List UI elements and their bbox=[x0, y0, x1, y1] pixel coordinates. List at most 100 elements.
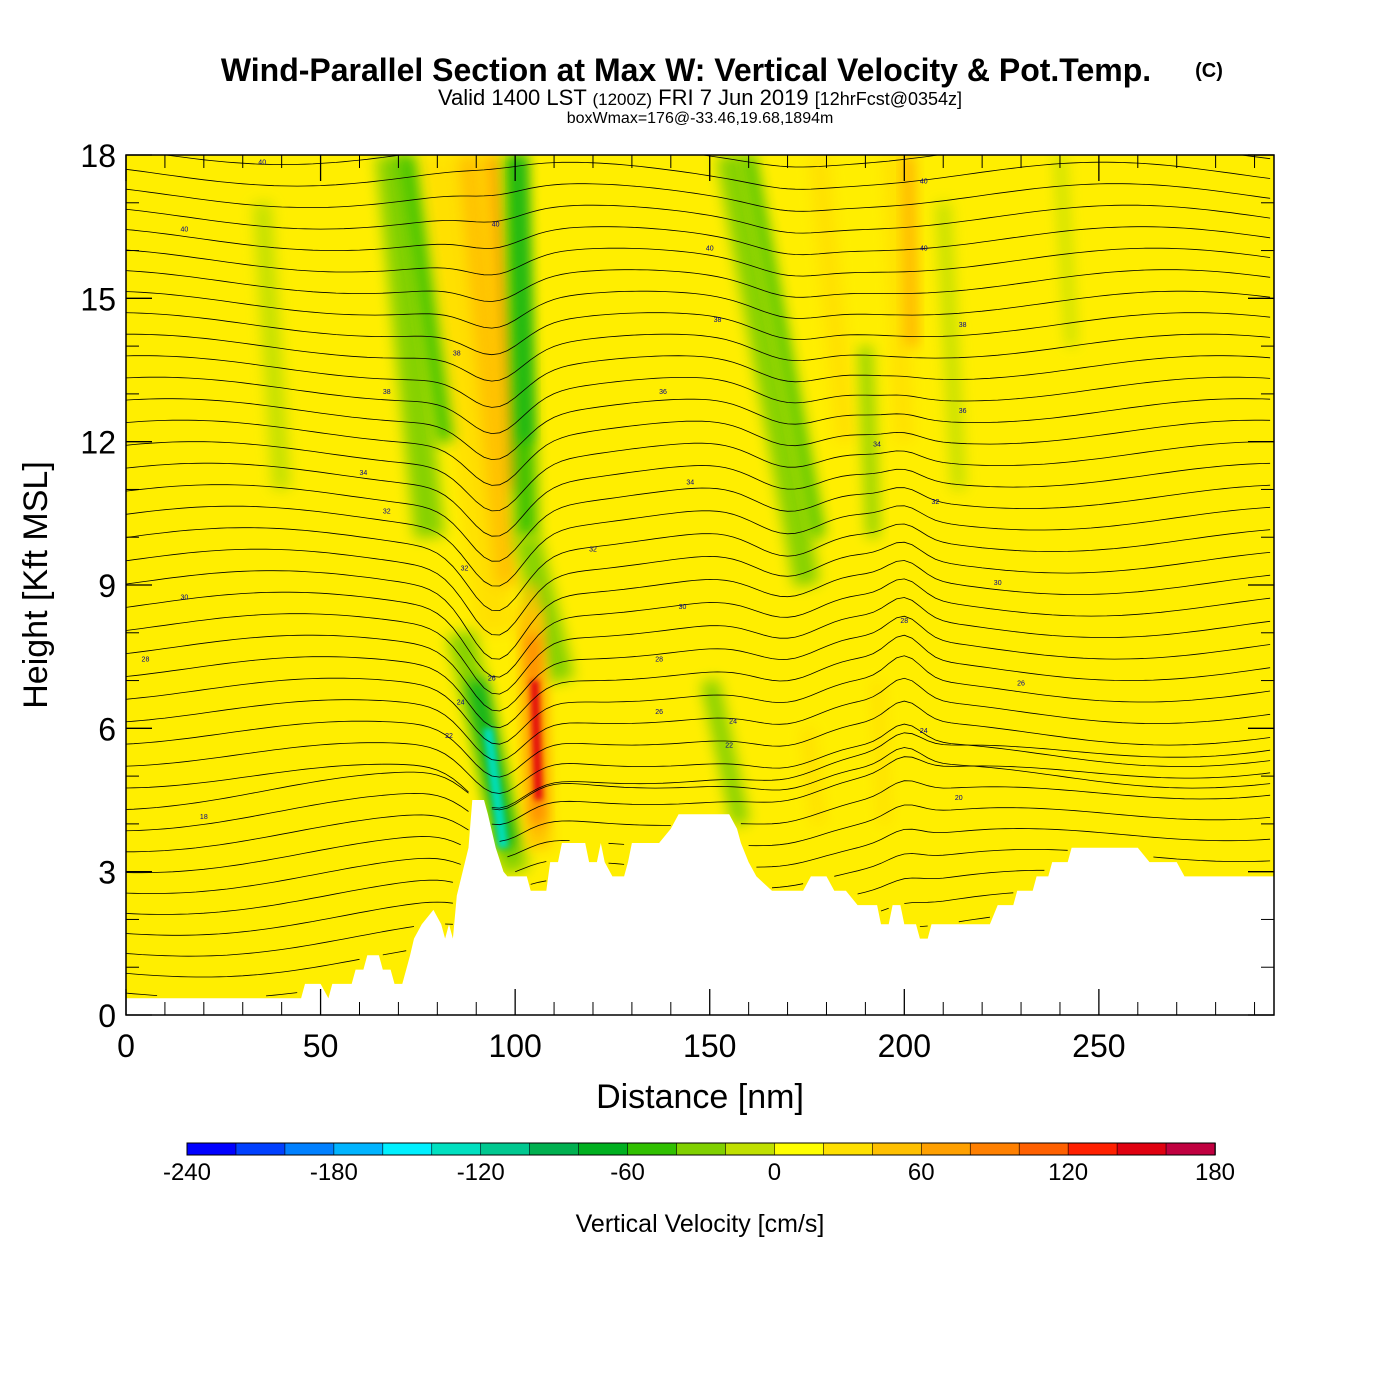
terrain-mask bbox=[126, 800, 1274, 1015]
w-band-updraft-east-low-2 bbox=[871, 680, 891, 825]
x-tick-labels: 0 50 100 150 200 250 bbox=[117, 1028, 1125, 1064]
colorbar-swatch bbox=[920, 1142, 972, 1156]
colorbar-swatch bbox=[823, 1142, 874, 1156]
w-band-downdraft-west-core bbox=[398, 155, 454, 443]
theta-contour-label: 26 bbox=[488, 676, 496, 683]
theta-contour bbox=[126, 161, 1271, 190]
plot-area: 40 40 40 40 40 40 38 38 38 38 36 36 34 34 34 32 32 32 32 30… bbox=[126, 155, 1274, 1015]
theta-contour-label: 38 bbox=[383, 389, 391, 396]
theta-contour bbox=[126, 290, 1271, 329]
theta-contour bbox=[126, 247, 1271, 277]
theta-contour bbox=[126, 419, 1271, 486]
colorbar-swatch bbox=[333, 1142, 384, 1156]
colorbar-swatch bbox=[480, 1142, 531, 1156]
theta-contour bbox=[126, 269, 1271, 302]
colorbar-tick-label: 0 bbox=[768, 1159, 781, 1186]
w-band-downdraft-upper-core bbox=[514, 155, 532, 442]
theta-contour bbox=[163, 155, 1271, 168]
theta-contour bbox=[126, 505, 1271, 587]
colorbar-frame bbox=[186, 1142, 1216, 1156]
theta-contour bbox=[126, 312, 1271, 356]
w-band-updraft-core-upper bbox=[456, 155, 520, 587]
theta-contour-label: 24 bbox=[457, 699, 465, 706]
theta-contour bbox=[126, 700, 1271, 778]
x-tick-label: 100 bbox=[488, 1028, 541, 1064]
theta-contour-label: 28 bbox=[900, 618, 908, 625]
theta-contour bbox=[126, 615, 1271, 712]
theta-contour-label: 34 bbox=[359, 470, 367, 477]
theta-contour-label: 40 bbox=[920, 179, 928, 186]
theta-contour-label: 20 bbox=[955, 795, 963, 802]
theta-contour bbox=[126, 523, 1271, 612]
colorbar-tick-labels: -240 -180 -120 -60 0 60 120 180 bbox=[163, 1159, 1235, 1186]
x-tick-label: 150 bbox=[683, 1028, 736, 1064]
theta-contour bbox=[126, 804, 1271, 874]
theta-contour bbox=[126, 484, 1271, 562]
theta-contour bbox=[126, 541, 1271, 636]
y-tick-label: 18 bbox=[80, 138, 116, 174]
colorbar-swatch bbox=[578, 1142, 629, 1156]
y-axis-label: Height [Kft MSL] bbox=[17, 461, 55, 709]
theta-contour-label: 36 bbox=[959, 408, 967, 415]
theta-contour bbox=[126, 634, 1271, 729]
theta-contour bbox=[126, 869, 1045, 936]
colorbar-swatch bbox=[529, 1142, 580, 1156]
chart-subtitle: Valid 1400 LST (1200Z) FRI 7 Jun 2019 [1… bbox=[438, 85, 962, 110]
w-band-downdraft-west bbox=[375, 155, 445, 539]
x-tick-label: 0 bbox=[117, 1028, 135, 1064]
theta-contour-label: 32 bbox=[932, 499, 940, 506]
theta-contour-label: 38 bbox=[959, 322, 967, 329]
axis-ticks bbox=[125, 154, 1274, 1016]
colorbar-swatch bbox=[872, 1142, 923, 1156]
theta-contour bbox=[126, 560, 1271, 660]
theta-contour bbox=[126, 756, 1271, 832]
colorbar-tick-label: 60 bbox=[908, 1159, 935, 1186]
theta-contour-label: 26 bbox=[1017, 680, 1025, 687]
theta-contour bbox=[126, 204, 1271, 234]
w-band-updraft-mid bbox=[523, 584, 542, 634]
colorbar-tick-label: -120 bbox=[457, 1159, 505, 1186]
theta-contour bbox=[126, 226, 1271, 256]
y-tick-label: 9 bbox=[98, 568, 116, 604]
colorbar-swatch bbox=[1165, 1142, 1216, 1156]
theta-contour bbox=[126, 578, 1271, 678]
theta-contour-label: 32 bbox=[383, 508, 391, 515]
theta-contour-label: 36 bbox=[659, 389, 667, 396]
theta-contour-label: 40 bbox=[180, 226, 188, 233]
y-tick-labels: 0 3 6 9 12 15 18 bbox=[80, 138, 116, 1034]
theta-contour bbox=[126, 677, 1271, 762]
theta-contour-label: 28 bbox=[655, 656, 663, 663]
theta-contour-label: 24 bbox=[729, 719, 737, 726]
w-band-downdraft-far-west bbox=[253, 202, 291, 491]
theta-contour bbox=[126, 597, 1271, 695]
theta-contour bbox=[126, 723, 1271, 794]
theta-contour bbox=[126, 732, 1271, 810]
copyright-mark: (C) bbox=[1195, 60, 1223, 82]
colorbar-tick-label: -180 bbox=[310, 1159, 358, 1186]
chart-title: Wind-Parallel Section at Max W: Vertical… bbox=[221, 52, 1151, 88]
theta-contour-label: 38 bbox=[714, 317, 722, 324]
w-band-updraft-east-upper bbox=[808, 155, 856, 443]
box-info: boxWmax=176@-33.46,19.68,1894m bbox=[567, 110, 834, 127]
w-band-updraft-far-east-core bbox=[903, 155, 918, 347]
theta-contour-label: 22 bbox=[445, 733, 453, 740]
theta-contour-label: 32 bbox=[461, 566, 469, 573]
theta-contour-label: 40 bbox=[492, 222, 500, 229]
colorbar-tick-label: 180 bbox=[1195, 1159, 1235, 1186]
colorbar-swatch bbox=[235, 1142, 286, 1156]
theta-contour-label: 22 bbox=[725, 742, 733, 749]
theta-contour bbox=[126, 462, 1271, 537]
theta-contour-label: 38 bbox=[453, 351, 461, 358]
theta-contour-label: 30 bbox=[994, 580, 1002, 587]
x-tick-label: 250 bbox=[1072, 1028, 1125, 1064]
theta-contour-label: 30 bbox=[180, 594, 188, 601]
subtitle-fcst: [12hrFcst@0354z] bbox=[815, 89, 962, 109]
colorbar-tick-label: 120 bbox=[1048, 1159, 1088, 1186]
theta-contour bbox=[126, 333, 1271, 382]
colorbar-swatch bbox=[969, 1142, 1020, 1156]
subtitle-date: FRI 7 Jun 2019 bbox=[658, 85, 808, 110]
colorbar-swatch bbox=[627, 1142, 678, 1156]
colorbar-swatch bbox=[774, 1142, 825, 1156]
y-tick-label: 12 bbox=[80, 425, 116, 461]
